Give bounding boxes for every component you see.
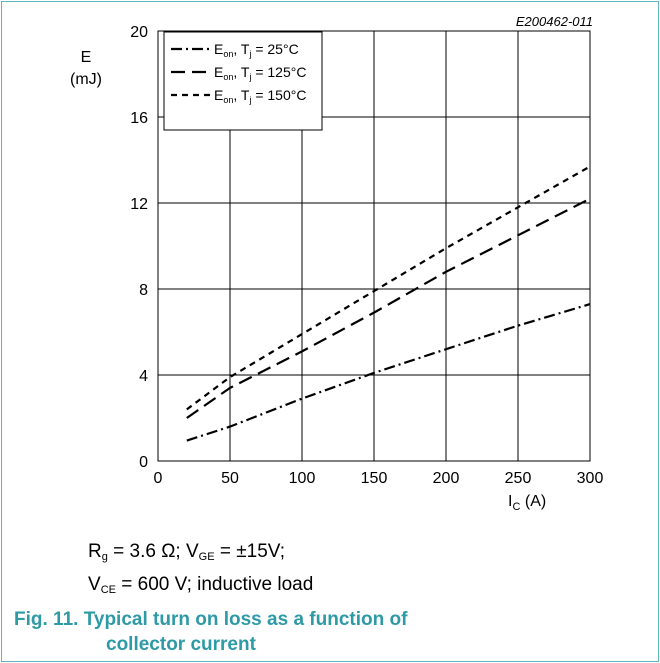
x-tick-label-0: 0: [154, 470, 163, 487]
series-lines: [186, 165, 591, 442]
x-axis-unit: (A): [525, 493, 546, 510]
x-tick-label-2: 100: [289, 470, 316, 487]
y-axis-symbol: E: [81, 49, 92, 66]
legend-label-2: Eon, Tj = 150°C: [214, 87, 306, 105]
plot-border: [157, 30, 591, 462]
legend-label-1: Eon, Tj = 125°C: [214, 64, 306, 82]
figure-caption: Fig. 11. Typical turn on loss as a funct…: [14, 607, 434, 657]
y-tick-label-0: 0: [139, 454, 148, 471]
conditions-line-2: VCE = 600 V; inductive load: [88, 574, 314, 596]
x-tick-label-6: 300: [577, 470, 604, 487]
series-line-1: [186, 197, 591, 419]
x-axis-symbol: I: [508, 493, 512, 510]
legend-box: [163, 31, 323, 131]
legend: Eon, Tj = 25°C Eon, Tj = 125°C Eon, Tj = 1…: [163, 31, 323, 131]
y-tick-label-5: 20: [130, 24, 148, 41]
y-tick-label-1: 4: [139, 368, 148, 385]
y-tick-label-3: 12: [130, 196, 148, 213]
conditions-line-1: Rg = 3.6 Ω; VGE = ±15V;: [88, 541, 286, 563]
caption-line-1: Fig. 11. Typical turn on loss as a funct…: [14, 609, 408, 630]
y-tick-label-4: 16: [130, 110, 148, 127]
x-tick-label-4: 200: [433, 470, 460, 487]
x-tick-label-5: 250: [505, 470, 532, 487]
legend-label-0: Eon, Tj = 25°C: [214, 41, 299, 59]
caption-line-2: collector current: [106, 634, 256, 655]
x-axis-symbol-sub: C: [512, 501, 520, 513]
series-line-2: [186, 165, 591, 411]
y-axis-unit: (mJ): [70, 71, 102, 88]
y-tick-label-2: 8: [139, 282, 148, 299]
chart: 0 50 100 150 200 250 300 0 4 8 12 16 20 E (mJ) IC (A…: [70, 14, 603, 513]
x-tick-label-1: 50: [221, 470, 239, 487]
x-axis-label: IC (A): [508, 493, 546, 513]
series-line-0: [186, 303, 591, 442]
document-id: E200462-011: [516, 14, 593, 29]
tick-labels: 0 50 100 150 200 250 300 0 4 8 12 16 20: [130, 24, 603, 487]
x-tick-label-3: 150: [361, 470, 388, 487]
